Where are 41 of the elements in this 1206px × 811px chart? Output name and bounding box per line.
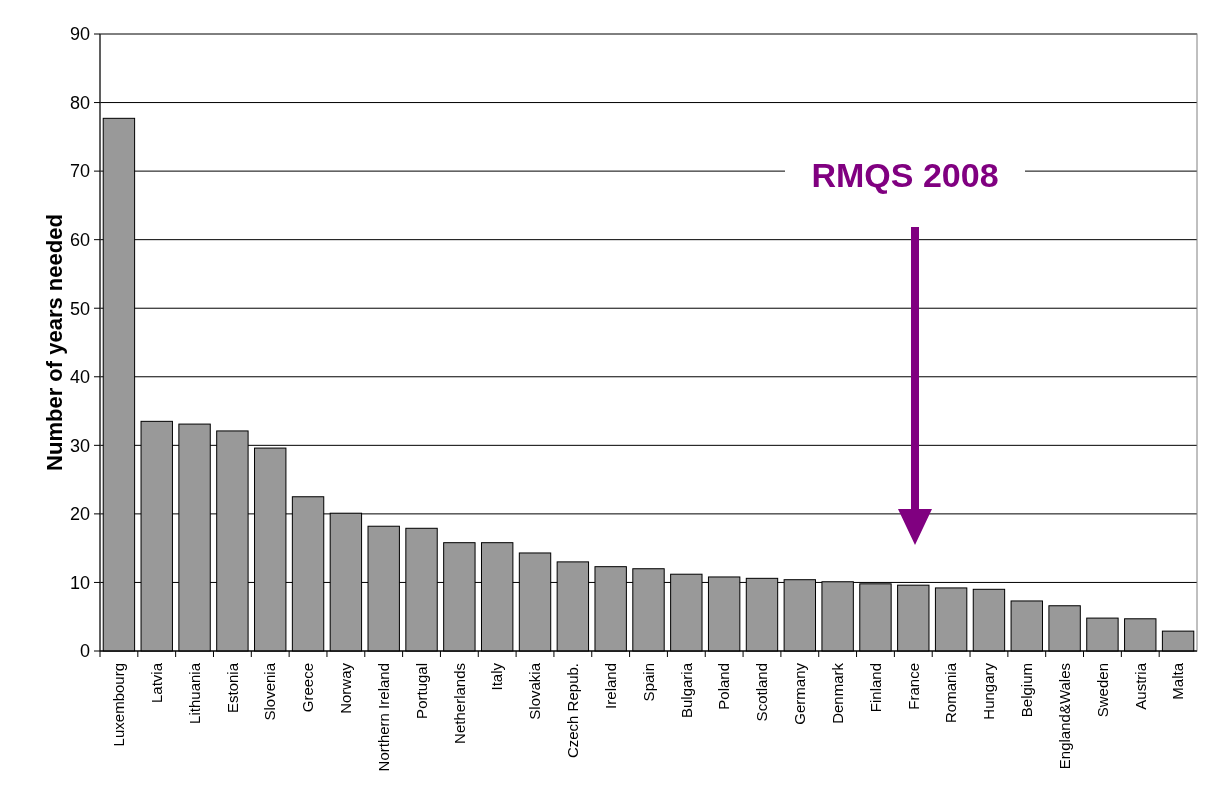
x-tick-label: Northern Ireland (374, 663, 392, 772)
x-tick-label: Germany (791, 662, 809, 725)
x-tick-label: France (904, 663, 922, 710)
x-tick-label: Finland (866, 663, 884, 713)
x-tick-label: Slovakia (526, 662, 544, 720)
x-tick-label: Denmark (828, 662, 846, 724)
x-tick-label: Hungary (980, 662, 998, 720)
x-tick-label: Latvia (147, 662, 165, 704)
y-tick-label: 10 (69, 572, 90, 593)
x-tick-label: Italy (488, 662, 506, 691)
x-tick-label: Norway (337, 662, 355, 714)
annotation: RMQS 2008 (811, 156, 999, 194)
y-tick-label: 80 (69, 92, 90, 113)
y-tick-label: 0 (79, 641, 90, 662)
x-tick-label: Ireland (601, 663, 619, 709)
x-tick-label: England&Wales (1055, 663, 1073, 770)
x-tick-label: Spain (639, 663, 657, 702)
x-tick-label: Belgium (1018, 663, 1036, 718)
y-tick-label: 20 (69, 504, 90, 525)
x-tick-label: Bulgaria (677, 662, 695, 719)
x-tick-label: Greece (299, 663, 317, 713)
y-tick-label: 40 (69, 367, 90, 388)
x-tick-label: Lithuania (185, 662, 203, 724)
x-tick-label: Scotland (753, 663, 771, 722)
x-tick-label: Czech Repub. (564, 663, 582, 759)
y-tick-label: 60 (69, 229, 90, 250)
x-tick-label: Austria (1131, 662, 1149, 710)
y-tick-label: 90 (69, 24, 90, 45)
x-tick-label: Malta (1169, 662, 1187, 700)
y-tick-label: 30 (69, 435, 90, 456)
x-tick-label: Sweden (1093, 663, 1111, 718)
x-tick-label: Netherlands (450, 663, 468, 744)
x-tick-label: Portugal (412, 663, 430, 719)
y-tick-label: 50 (69, 298, 90, 319)
x-tick-label: Slovenia (261, 662, 279, 721)
x-tick-label: Poland (715, 663, 733, 710)
y-tick-label: 70 (69, 161, 90, 182)
x-tick-label: Romania (942, 662, 960, 724)
y-axis-title: Number of years needed (42, 214, 67, 471)
x-tick-label: Luxembourg (110, 663, 128, 747)
x-tick-label: Estonia (223, 662, 241, 714)
